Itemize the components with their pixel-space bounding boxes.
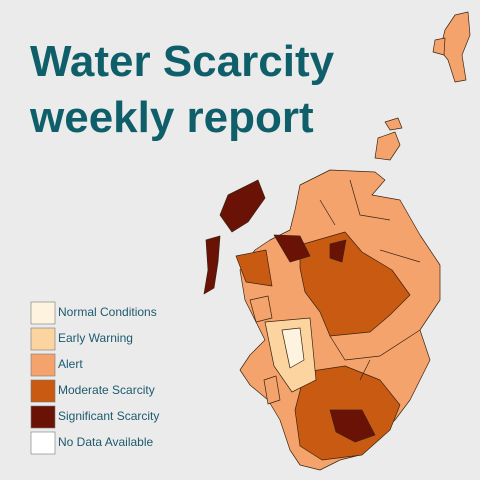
legend-label: Normal Conditions	[58, 305, 157, 319]
region-tweed	[329, 409, 376, 443]
orkney	[374, 131, 401, 161]
legend-swatch	[30, 327, 56, 351]
region-moray	[329, 239, 347, 263]
title-line-1: Water Scarcity	[30, 37, 335, 86]
legend-swatch	[30, 301, 56, 325]
shetland-isle	[432, 37, 446, 56]
region-central	[299, 231, 411, 337]
region-northwest	[273, 234, 311, 263]
legend-swatch	[30, 379, 56, 403]
legend-label: Significant Scarcity	[58, 409, 159, 423]
orkney-isle	[384, 117, 403, 131]
legend-swatch	[30, 431, 56, 455]
lewis	[219, 179, 266, 233]
legend-label: Alert	[58, 357, 83, 371]
region-clyde-inner	[281, 327, 305, 369]
map	[203, 11, 471, 471]
title-line-2: weekly report	[29, 93, 314, 142]
legend-label: Early Warning	[58, 331, 133, 345]
legend-label: No Data Available	[58, 435, 154, 449]
legend: Normal Conditions Early Warning Alert Moder…	[30, 301, 159, 455]
uist	[203, 235, 221, 295]
region-west	[235, 249, 273, 287]
legend-label: Moderate Scarcity	[58, 383, 155, 397]
legend-swatch	[30, 353, 56, 377]
mull	[249, 295, 273, 323]
legend-swatch	[30, 405, 56, 429]
boundaries	[319, 179, 421, 381]
islay	[263, 375, 281, 405]
